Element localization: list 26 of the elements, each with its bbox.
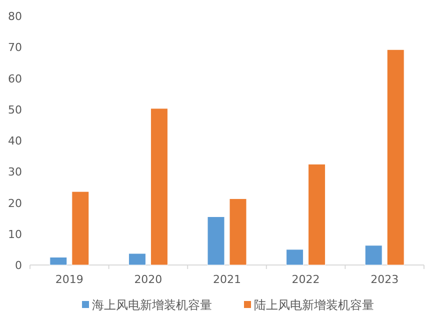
y-tick-label: 50 [8, 103, 22, 116]
bar [128, 253, 146, 266]
y-tick-label: 10 [8, 228, 22, 241]
x-tick-label: 2020 [134, 273, 162, 286]
y-tick-label: 30 [8, 166, 22, 179]
x-tick-label: 2023 [370, 273, 399, 286]
bar [229, 198, 247, 266]
x-tick-label: 2022 [292, 273, 320, 286]
y-tick-label: 40 [8, 134, 22, 148]
y-tick-label: 20 [8, 196, 22, 210]
y-tick-label: 80 [8, 10, 22, 23]
legend-label: 海上风电新增装机容量 [92, 298, 212, 312]
bar [207, 216, 225, 266]
bar [150, 108, 168, 266]
y-tick-label: 60 [8, 72, 22, 86]
bar [50, 256, 68, 266]
x-tick-label: 2019 [55, 273, 84, 286]
legend-label: 陆上风电新增装机容量 [254, 298, 374, 312]
y-tick-label: 70 [8, 41, 22, 54]
bar [386, 49, 404, 266]
x-tick-label: 2021 [213, 273, 241, 286]
y-tick-label: 0 [15, 259, 22, 272]
bar [364, 245, 382, 266]
bar [308, 164, 326, 266]
bar [72, 191, 90, 266]
bar [286, 249, 304, 266]
